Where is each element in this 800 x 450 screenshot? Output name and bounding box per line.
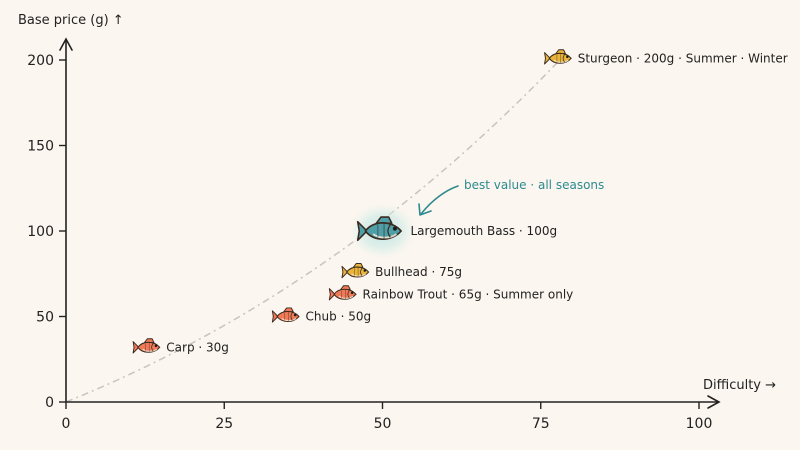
annotation-arrowhead xyxy=(418,203,432,216)
x-tick-label: 75 xyxy=(532,416,550,432)
x-tick-label: 25 xyxy=(215,416,233,432)
y-tick-label: 50 xyxy=(36,310,54,326)
fish-icon xyxy=(356,216,403,242)
x-axis-label: Difficulty → xyxy=(703,378,776,393)
point-label: Carp · 30g xyxy=(166,340,229,354)
x-tick-label: 50 xyxy=(374,416,392,432)
annotation-text: best value · all seasons xyxy=(464,178,604,192)
x-axis-arrow xyxy=(707,395,721,409)
point-label: Rainbow Trout · 65g · Summer only xyxy=(363,287,574,301)
data-point: Bullhead · 75g xyxy=(341,263,462,279)
fish-icon xyxy=(132,338,161,354)
fish-icon xyxy=(341,263,370,279)
x-tick-label: 0 xyxy=(62,416,71,432)
data-point: Carp · 30g xyxy=(132,338,229,354)
point-label: Sturgeon · 200g · Summer · Winter xyxy=(578,51,788,65)
point-label: Chub · 50g xyxy=(306,310,372,324)
data-point: Largemouth Bass · 100g xyxy=(356,216,558,242)
y-axis: Base price (g) ↑ xyxy=(18,13,124,403)
fish-icon xyxy=(271,307,300,323)
fish-icon xyxy=(328,285,357,301)
point-label: Bullhead · 75g xyxy=(375,265,462,279)
y-tick-label: 100 xyxy=(27,224,54,240)
y-axis-arrow xyxy=(59,37,73,51)
point-label: Largemouth Bass · 100g xyxy=(411,224,558,238)
annotation-arrow xyxy=(420,185,459,215)
trend-line xyxy=(65,59,561,403)
y-tick-label: 150 xyxy=(27,139,54,155)
y-axis-label: Base price (g) ↑ xyxy=(18,13,124,28)
y-tick-label: 200 xyxy=(27,53,54,69)
annotation: best value · all seasons xyxy=(418,178,604,216)
data-point: Chub · 50g xyxy=(271,307,372,324)
y-tick-label: 0 xyxy=(45,395,54,411)
x-axis: Difficulty → xyxy=(65,378,776,409)
x-tick-label: 100 xyxy=(686,416,713,432)
data-point: Rainbow Trout · 65g · Summer only xyxy=(328,285,574,301)
fish-icon xyxy=(544,49,572,65)
data-point: Sturgeon · 200g · Summer · Winter xyxy=(544,49,788,65)
